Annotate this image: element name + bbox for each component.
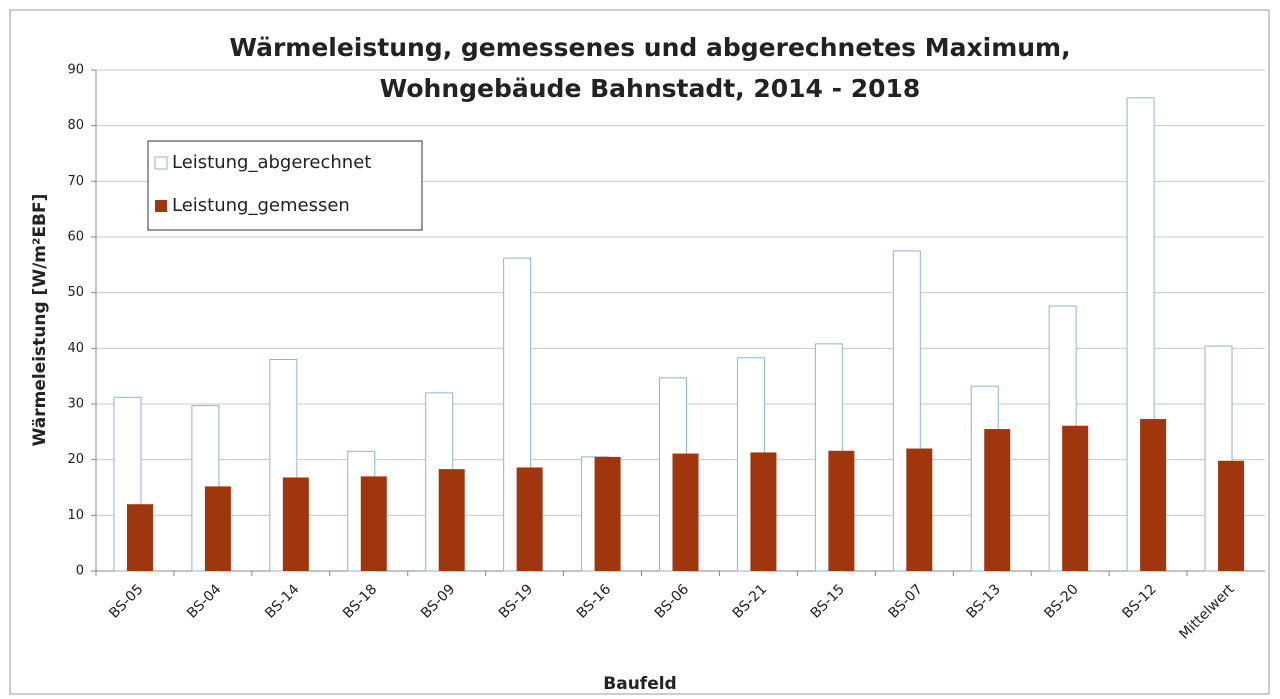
chart-title: Wärmeleistung, gemessenes und abgerechne… — [229, 33, 1070, 62]
bar — [204, 486, 231, 571]
legend-box — [147, 140, 423, 231]
legend-swatch — [155, 200, 167, 212]
y-axis-label: Wärmeleistung [W/m²EBF] — [30, 194, 50, 447]
y-tick-label: 50 — [67, 285, 84, 300]
y-tick-label: 80 — [67, 118, 84, 133]
bar — [1218, 460, 1245, 571]
bar — [828, 450, 855, 571]
bar — [750, 452, 777, 571]
y-tick-label: 90 — [67, 63, 84, 78]
bar — [594, 456, 621, 571]
bar — [984, 429, 1011, 571]
bar — [672, 453, 699, 571]
bar — [1062, 425, 1089, 571]
bar — [360, 476, 387, 571]
legend-label: Leistung_abgerechnet — [172, 152, 371, 173]
legend-swatch — [154, 156, 168, 170]
y-tick-label: 30 — [67, 397, 84, 412]
bar — [126, 504, 153, 571]
bar — [516, 467, 543, 571]
y-tick-label: 70 — [67, 174, 84, 189]
bar — [438, 469, 465, 571]
y-tick-label: 40 — [67, 341, 84, 356]
bar — [282, 477, 309, 571]
legend-label: Leistung_gemessen — [172, 195, 350, 216]
bar — [906, 448, 933, 571]
chart-title: Wohngebäude Bahnstadt, 2014 - 2018 — [380, 74, 921, 103]
y-tick-label: 20 — [67, 452, 84, 467]
y-tick-label: 60 — [67, 230, 84, 245]
y-tick-label: 0 — [76, 564, 84, 579]
y-tick-label: 10 — [67, 508, 84, 523]
bar — [1140, 419, 1167, 571]
x-axis-label: Baufeld — [603, 674, 676, 694]
